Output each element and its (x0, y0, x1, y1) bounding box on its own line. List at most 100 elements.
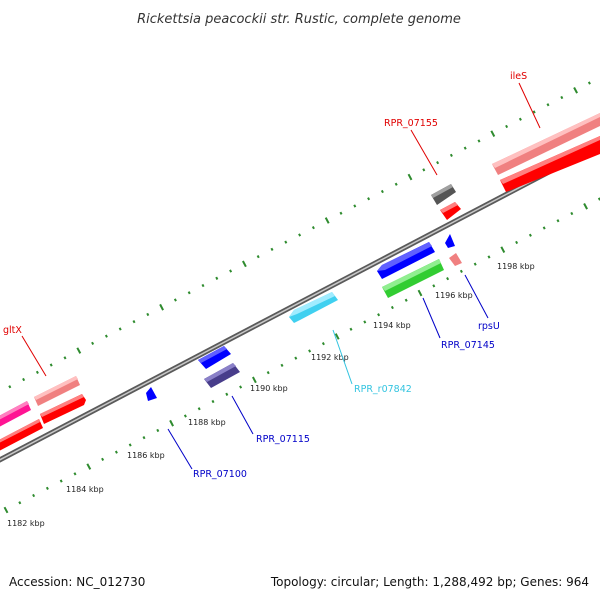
leader-rpr-r07842 (332, 329, 353, 385)
leader-gltx (21, 335, 47, 377)
minor-tick (546, 103, 550, 107)
minor-tick (146, 312, 150, 317)
minor-tick (446, 277, 450, 281)
major-tick (159, 303, 164, 311)
minor-tick (201, 283, 205, 288)
minor-tick (32, 493, 36, 498)
cds-rpr07100 (146, 387, 157, 401)
cds-rpr07115 (204, 363, 240, 388)
label-rpr07155: RPR_07155 (384, 118, 438, 129)
minor-tick (570, 211, 574, 216)
minor-tick (487, 255, 491, 259)
cds-rpsu-blue (445, 234, 455, 248)
minor-tick (473, 262, 477, 266)
major-tick (500, 246, 506, 253)
minor-tick (556, 219, 560, 223)
label-rpr-r07842: RPR_r07842 (354, 384, 412, 395)
label-rpsu: rpsU (478, 321, 500, 332)
minor-tick (211, 399, 215, 404)
cds-rpr-r07842 (289, 292, 338, 323)
minor-tick (73, 472, 77, 476)
minor-tick (239, 385, 243, 389)
leader-rpr07115 (231, 395, 254, 435)
cds-green (382, 259, 444, 298)
tick-label: 1198 kbp (497, 262, 535, 271)
tick-label: 1182 kbp (7, 519, 45, 528)
minor-tick (463, 146, 467, 150)
major-tick (169, 419, 174, 427)
label-rpr07100: RPR_07100 (193, 469, 247, 480)
label-leaders (21, 82, 541, 470)
minor-tick (436, 161, 440, 165)
tick-labels: 1182 kbp 1184 kbp 1186 kbp 1188 kbp 1190 kbp… (7, 262, 535, 528)
minor-tick (197, 407, 201, 411)
minor-tick (22, 377, 26, 382)
minor-tick (104, 334, 108, 338)
minor-tick (45, 486, 49, 490)
minor-tick (225, 392, 229, 396)
minor-tick (173, 298, 177, 302)
minor-tick (91, 341, 95, 345)
major-tick (334, 333, 340, 340)
tick-label: 1192 kbp (311, 353, 349, 362)
tick-label: 1188 kbp (188, 418, 226, 427)
major-tick (490, 130, 496, 137)
minor-tick (311, 226, 315, 230)
minor-tick (284, 240, 288, 244)
tick-label: 1190 kbp (250, 384, 288, 393)
minor-tick (18, 501, 22, 505)
gene-labels: gltX ileS RPR_07155 rpsU RPR_07145 RPR_r… (3, 71, 527, 480)
leader-rpsu (464, 274, 489, 319)
minor-tick (528, 233, 532, 237)
minor-tick (367, 197, 371, 201)
minor-tick (349, 327, 353, 331)
minor-tick (380, 189, 384, 194)
minor-tick (353, 204, 357, 208)
major-tick (324, 217, 330, 224)
minor-tick (377, 313, 381, 317)
minor-tick (59, 479, 63, 483)
major-tick (86, 463, 92, 470)
minor-tick (449, 153, 453, 157)
minor-tick (390, 305, 394, 310)
minor-tick (294, 356, 298, 360)
minor-tick (183, 414, 187, 418)
minor-tick (128, 443, 132, 447)
cds-ileS-pink (492, 113, 600, 175)
leader-iles (518, 82, 541, 129)
tick-label: 1184 kbp (66, 485, 104, 494)
gene-features (0, 113, 600, 451)
minor-tick (270, 247, 274, 251)
minor-tick (156, 428, 160, 433)
accession-text: Accession: NC_012730 (9, 575, 145, 589)
genome-backbone (0, 142, 600, 463)
minor-tick (505, 124, 509, 129)
minor-tick (114, 450, 118, 454)
major-tick (3, 506, 9, 514)
minor-tick (101, 457, 105, 461)
cds-ileS-red (500, 136, 600, 192)
minor-tick (363, 320, 367, 324)
major-tick (573, 87, 578, 94)
minor-tick (542, 226, 546, 230)
minor-tick (280, 363, 284, 367)
cds-red-gltx-inner (40, 394, 86, 424)
leader-rpr07155 (410, 129, 438, 176)
minor-tick (187, 291, 191, 295)
minor-tick (518, 117, 522, 121)
minor-tick (49, 363, 53, 367)
minor-tick (215, 276, 219, 280)
minor-tick (256, 255, 260, 259)
major-tick (252, 376, 257, 384)
inner-tick-row (3, 197, 600, 514)
outer-tick-row (8, 81, 591, 389)
minor-tick (394, 182, 398, 186)
topology-summary: Topology: circular; Length: 1,288,492 bp… (270, 575, 589, 589)
minor-tick (142, 436, 146, 440)
minor-tick (459, 269, 463, 273)
major-tick (417, 289, 423, 297)
cds-red-left-inner (0, 419, 43, 451)
minor-tick (532, 110, 536, 114)
minor-tick (404, 298, 408, 302)
